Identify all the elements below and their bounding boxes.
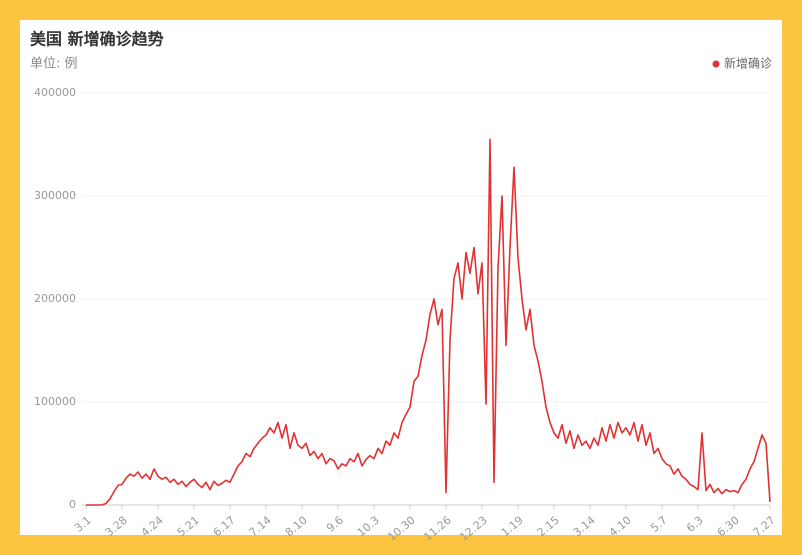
y-tick-label: 100000	[34, 395, 76, 408]
unit-label: 单位: 例	[30, 57, 78, 72]
chart-title: 美国 新增确诊趋势	[30, 30, 164, 49]
y-tick-label: 0	[69, 498, 76, 511]
panel	[20, 20, 782, 535]
y-tick-label: 300000	[34, 189, 76, 202]
legend-label: 新增确诊	[724, 56, 772, 71]
y-tick-label: 400000	[34, 86, 76, 99]
y-tick-label: 200000	[34, 292, 76, 305]
legend-marker	[712, 60, 720, 68]
data-line	[86, 138, 771, 506]
